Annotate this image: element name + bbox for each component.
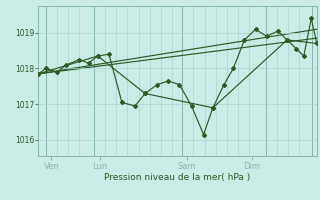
X-axis label: Pression niveau de la mer( hPa ): Pression niveau de la mer( hPa ): [104, 173, 251, 182]
